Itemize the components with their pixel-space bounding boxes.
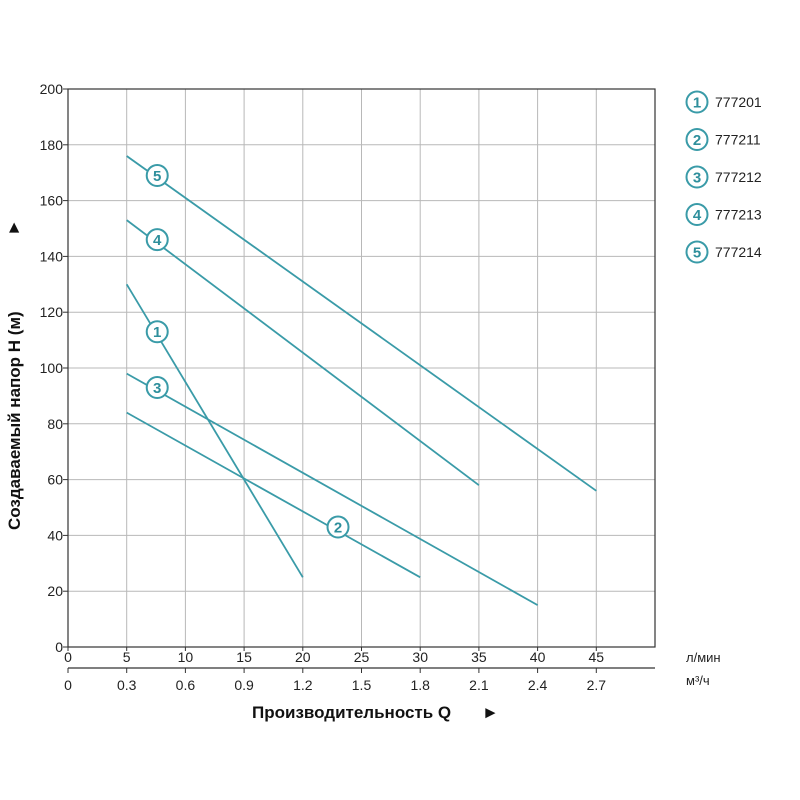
series-marker-1: 1 <box>145 320 169 344</box>
x-tick-label-secondary: 0 <box>64 677 72 693</box>
y-tick-label: 100 <box>40 360 64 376</box>
legend-marker-circle <box>685 203 709 226</box>
legend-marker-circle <box>685 165 709 189</box>
x-tick-label-primary: 0 <box>64 649 72 665</box>
x-tick-label-primary: 25 <box>354 649 370 665</box>
legend-marker-circle <box>685 128 709 151</box>
x-tick-label-secondary: 1.8 <box>410 677 430 693</box>
x-tick-label-primary: 20 <box>295 649 311 665</box>
legend-item-4: 4 777213 <box>685 203 762 226</box>
series-markers: 1 2 3 4 5 <box>145 163 350 539</box>
legend-item-5: 5 777214 <box>685 240 762 264</box>
x-tick-label-secondary: 2.7 <box>587 677 607 693</box>
x-tick-label-primary: 10 <box>178 649 194 665</box>
grid <box>68 88 655 647</box>
y-axis-title-group: Создаваемый напор H (м) ► <box>4 219 24 530</box>
x-unit-primary: л/мин <box>686 650 721 665</box>
legend-marker-number: 4 <box>693 207 702 224</box>
x-tick-label-primary: 5 <box>123 649 131 665</box>
series-line-5 <box>126 155 597 492</box>
y-tick-label: 80 <box>47 416 63 432</box>
axes <box>63 88 656 673</box>
x-tick-label-primary: 35 <box>471 649 487 665</box>
legend-item-2: 2 777211 <box>685 128 761 151</box>
y-tick-label: 200 <box>40 81 64 97</box>
legend-label: 777213 <box>715 207 762 223</box>
x-tick-label-secondary: 2.1 <box>469 677 489 693</box>
y-tick-label: 140 <box>40 248 64 264</box>
marker-circle <box>145 228 169 252</box>
series-marker-2: 2 <box>326 515 350 539</box>
marker-number: 2 <box>334 520 342 537</box>
y-axis-title: Создаваемый напор H (м) <box>5 311 24 530</box>
series-lines <box>125 155 597 606</box>
legend-marker-number: 1 <box>693 95 701 112</box>
y-tick-label: 180 <box>40 137 64 153</box>
legend-label: 777214 <box>715 244 762 260</box>
x-tick-label-secondary: 0.6 <box>176 677 196 693</box>
plot-frame <box>67 88 656 648</box>
marker-circle <box>145 163 169 187</box>
legend-item-3: 3 777212 <box>685 165 762 189</box>
y-tick-label: 60 <box>47 472 63 488</box>
x-tick-label-secondary: 2.4 <box>528 677 548 693</box>
x-tick-label-primary: 30 <box>412 649 428 665</box>
y-tick-label: 160 <box>40 193 64 209</box>
legend-marker-number: 5 <box>693 245 701 262</box>
series-marker-4: 4 <box>145 228 169 252</box>
x-tick-label-primary: 45 <box>589 649 605 665</box>
marker-circle <box>145 376 169 400</box>
series-marker-3: 3 <box>145 376 169 400</box>
legend-label: 777212 <box>715 169 762 185</box>
y-tick-label: 0 <box>55 639 63 655</box>
legend-item-1: 1 777201 <box>685 90 762 114</box>
marker-circle <box>145 320 169 344</box>
series-marker-5: 5 <box>145 163 169 187</box>
y-tick-label: 20 <box>47 583 63 599</box>
x-tick-label-secondary: 1.5 <box>352 677 372 693</box>
series-line-2 <box>126 411 421 579</box>
legend-marker-number: 2 <box>693 132 701 149</box>
x-tick-label-primary: 40 <box>530 649 546 665</box>
series-line-4 <box>126 219 480 486</box>
marker-number: 4 <box>153 232 162 249</box>
legend-marker-number: 3 <box>693 170 701 187</box>
y-tick-label: 40 <box>47 527 63 543</box>
marker-number: 3 <box>153 380 161 397</box>
legend-label: 777201 <box>715 94 762 110</box>
x-tick-labels-secondary: 0 0.3 0.6 0.9 1.2 1.5 1.8 2.1 2.4 2.7 <box>64 677 606 693</box>
marker-number: 1 <box>153 324 161 341</box>
y-tick-label: 120 <box>40 304 64 320</box>
x-axis-arrow: ► <box>482 703 499 722</box>
legend-label: 777211 <box>715 132 761 148</box>
legend: 1 777201 2 777211 3 777212 4 777213 5 777214 <box>685 90 762 264</box>
y-axis-arrow: ► <box>4 219 23 236</box>
marker-circle <box>326 515 350 539</box>
x-tick-label-secondary: 0.3 <box>117 677 137 693</box>
x-tick-label-primary: 15 <box>236 649 252 665</box>
marker-number: 5 <box>153 168 161 185</box>
legend-marker-circle <box>685 90 709 114</box>
x-tick-labels-primary: 0 5 10 15 20 25 30 35 40 45 <box>64 649 604 665</box>
x-unit-secondary: м³/ч <box>686 673 710 688</box>
x-axis-title: Производительность Q <box>252 703 451 722</box>
x-tick-label-secondary: 1.2 <box>293 677 313 693</box>
x-tick-label-secondary: 0.9 <box>234 677 254 693</box>
y-tick-labels: 0 20 40 60 80 100 120 140 160 180 200 <box>40 81 64 655</box>
series-line-3 <box>126 372 539 606</box>
legend-marker-circle <box>685 240 709 264</box>
